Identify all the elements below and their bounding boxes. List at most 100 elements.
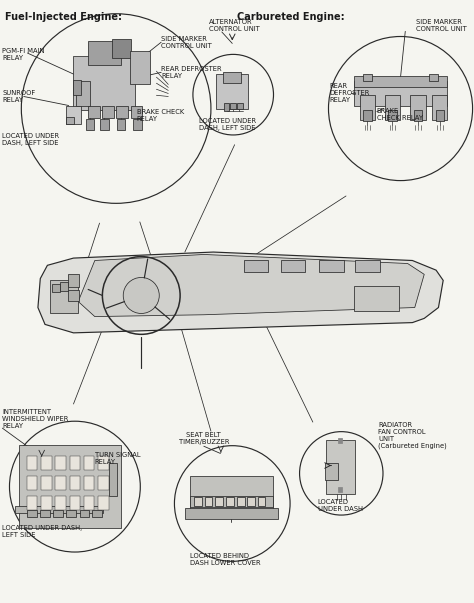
Bar [66, 117, 74, 124]
Bar [98, 456, 109, 470]
Bar [53, 510, 63, 517]
Text: REAR
DEFROSTER
RELAY: REAR DEFROSTER RELAY [329, 83, 370, 104]
Bar [92, 510, 102, 517]
Bar [130, 106, 142, 118]
Bar [354, 286, 399, 311]
Bar [354, 81, 447, 106]
Text: SIDE MARKER
CONTROL UNIT: SIDE MARKER CONTROL UNIT [161, 36, 212, 49]
Bar [84, 496, 94, 510]
Text: LOCATED UNDER
DASH, LEFT SIDE: LOCATED UNDER DASH, LEFT SIDE [199, 118, 256, 131]
Bar [436, 110, 444, 121]
Bar [410, 95, 426, 120]
Bar [88, 106, 100, 118]
Bar [52, 284, 60, 292]
Bar [76, 81, 90, 106]
Bar [429, 74, 438, 81]
Bar [86, 119, 94, 130]
Bar [80, 510, 89, 517]
Bar [98, 476, 109, 490]
Bar [55, 476, 66, 490]
Bar [55, 456, 66, 470]
Text: PGM-FI MAIN
RELAY: PGM-FI MAIN RELAY [2, 48, 45, 61]
Bar [41, 476, 52, 490]
Text: BRAKE CHECK
RELAY: BRAKE CHECK RELAY [137, 109, 184, 122]
Bar [432, 95, 447, 120]
Bar [73, 80, 81, 95]
Bar [326, 440, 355, 494]
Bar [117, 119, 125, 130]
Bar [130, 51, 150, 84]
Bar [70, 496, 80, 510]
Text: Carbureted Engine:: Carbureted Engine: [237, 12, 345, 22]
Polygon shape [38, 252, 443, 333]
Text: Fuel-Injected Engine:: Fuel-Injected Engine: [5, 12, 122, 22]
Bar [215, 497, 223, 506]
Bar [355, 260, 380, 272]
Bar [27, 496, 37, 510]
Bar [73, 56, 135, 110]
Bar [84, 476, 94, 490]
Bar [216, 74, 248, 109]
Bar [363, 74, 372, 81]
Bar [388, 110, 397, 121]
Text: INTERMITTENT
WINDSHIELD WIPER
RELAY: INTERMITTENT WINDSHIELD WIPER RELAY [2, 409, 69, 429]
Bar [41, 496, 52, 510]
Text: ALTERNATOR
CONTROL UNIT: ALTERNATOR CONTROL UNIT [209, 19, 259, 32]
Text: LOCATED UNDER DASH,
LEFT SIDE: LOCATED UNDER DASH, LEFT SIDE [2, 525, 82, 538]
Text: SIDE MARKER
CONTROL UNIT: SIDE MARKER CONTROL UNIT [416, 19, 467, 32]
Bar [194, 497, 202, 506]
Bar [190, 476, 273, 515]
Bar [60, 282, 68, 291]
Bar [223, 72, 241, 83]
Bar [55, 496, 66, 510]
Bar [68, 290, 79, 301]
Bar [109, 463, 117, 496]
Text: LOCATED
UNDER DASH: LOCATED UNDER DASH [318, 499, 363, 512]
Bar [325, 463, 338, 480]
Text: RADIATOR
FAN CONTROL
UNIT
(Carbureted Engine): RADIATOR FAN CONTROL UNIT (Carbureted En… [378, 421, 447, 449]
Bar [385, 95, 400, 120]
Bar [117, 106, 128, 118]
Bar [319, 260, 344, 272]
Bar [360, 95, 375, 120]
Bar [338, 438, 342, 443]
Bar [224, 103, 229, 111]
Bar [70, 456, 80, 470]
Bar [102, 106, 114, 118]
Bar [237, 497, 245, 506]
Bar [237, 103, 243, 109]
Text: LOCATED UNDER
DASH, LEFT SIDE: LOCATED UNDER DASH, LEFT SIDE [2, 133, 60, 147]
Bar [244, 260, 268, 272]
Bar [100, 119, 109, 130]
Bar [84, 456, 94, 470]
Bar [40, 510, 50, 517]
Bar [66, 510, 76, 517]
Bar [281, 260, 305, 272]
Bar [27, 476, 37, 490]
Bar [190, 496, 273, 507]
Ellipse shape [123, 277, 159, 314]
Bar [41, 456, 52, 470]
Bar [133, 119, 142, 130]
Text: LOCATED BEHIND
DASH LOWER COVER: LOCATED BEHIND DASH LOWER COVER [190, 553, 260, 566]
Bar [66, 106, 81, 124]
Text: TURN SIGNAL
RELAY: TURN SIGNAL RELAY [95, 452, 140, 465]
Bar [27, 510, 37, 517]
Bar [185, 508, 277, 519]
Text: REAR DEFROSTER
RELAY: REAR DEFROSTER RELAY [161, 66, 222, 79]
Bar [230, 103, 236, 109]
Bar [205, 497, 212, 506]
Bar [15, 506, 103, 513]
Bar [354, 76, 447, 87]
Bar [98, 496, 109, 510]
Bar [50, 280, 78, 314]
Bar [19, 445, 121, 528]
Bar [226, 497, 234, 506]
Bar [68, 274, 79, 287]
Bar [338, 487, 342, 492]
Bar [88, 41, 121, 65]
Text: SUNROOF
RELAY: SUNROOF RELAY [2, 90, 36, 103]
Text: SEAT BELT
TIMER/BUZZER: SEAT BELT TIMER/BUZZER [179, 432, 229, 446]
Bar [414, 110, 422, 121]
Bar [70, 476, 80, 490]
